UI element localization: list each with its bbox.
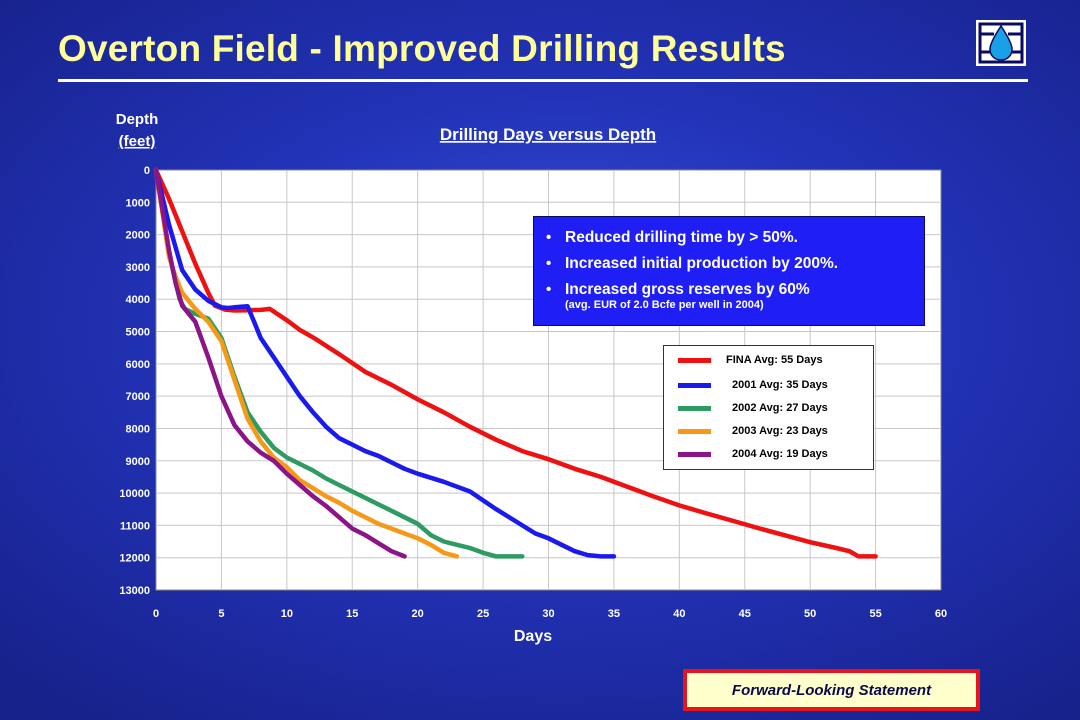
y-axis-label-line2: (feet) (119, 133, 156, 150)
y-tick-label: 3000 (126, 262, 150, 274)
results-callout: • Reduced drilling time by > 50%. • Increa… (533, 216, 925, 326)
legend-item: 2003 Avg: 23 Days (678, 421, 828, 441)
x-tick-label: 30 (542, 608, 554, 620)
y-tick-label: 2000 (126, 230, 150, 242)
slide-title: Overton Field - Improved Drilling Result… (58, 28, 786, 69)
y-tick-label: 0 (144, 165, 150, 177)
legend-item: 2004 Avg: 19 Days (678, 444, 828, 464)
x-axis-label: Days (514, 628, 552, 645)
water-drop-logo-icon (976, 20, 1026, 66)
chart-title: Drilling Days versus Depth (440, 125, 656, 144)
x-axis-ticks: 0 5 10 15 20 25 30 35 40 45 50 55 60 (153, 608, 947, 620)
x-tick-label: 25 (477, 608, 489, 620)
x-tick-label: 60 (935, 608, 947, 620)
x-tick-label: 40 (673, 608, 685, 620)
legend-swatch (678, 382, 711, 388)
y-tick-label: 1000 (126, 197, 150, 209)
y-axis-label-line1: Depth (116, 111, 159, 128)
x-tick-label: 35 (608, 608, 620, 620)
legend-item: FINA Avg: 55 Days (678, 350, 823, 370)
chart-legend: FINA Avg: 55 Days 2001 Avg: 35 Days 2002… (663, 345, 874, 470)
x-tick-label: 0 (153, 608, 159, 620)
callout-bullet: • Increased initial production by 200%. (546, 255, 839, 272)
x-tick-label: 5 (218, 608, 224, 620)
y-tick-label: 8000 (126, 423, 150, 435)
series-line (153, 167, 407, 559)
callout-bullet: • Increased gross reserves by 60% (546, 281, 810, 298)
x-tick-label: 10 (281, 608, 293, 620)
x-tick-label: 55 (869, 608, 881, 620)
y-tick-label: 6000 (126, 359, 150, 371)
y-tick-label: 5000 (126, 327, 150, 339)
y-tick-label: 7000 (126, 391, 150, 403)
y-axis-ticks: 0 1000 2000 3000 4000 5000 6000 7000 8000 9000 100… (119, 165, 150, 597)
x-tick-label: 15 (346, 608, 358, 620)
series-line (153, 167, 617, 559)
legend-swatch (678, 451, 711, 457)
y-tick-label: 13000 (119, 585, 150, 597)
legend-item: 2001 Avg: 35 Days (678, 375, 828, 395)
legend-swatch (678, 357, 711, 363)
y-tick-label: 9000 (126, 456, 150, 468)
forward-looking-statement: Forward-Looking Statement (683, 669, 980, 711)
y-tick-label: 10000 (119, 488, 150, 500)
legend-item: 2002 Avg: 27 Days (678, 398, 828, 418)
legend-swatch (678, 428, 711, 434)
y-tick-label: 11000 (120, 520, 150, 532)
y-tick-label: 4000 (126, 294, 150, 306)
x-tick-label: 20 (412, 608, 424, 620)
series-lines (153, 167, 878, 559)
title-divider (58, 79, 1028, 82)
x-tick-label: 50 (804, 608, 816, 620)
callout-bullet: • Reduced drilling time by > 50%. (546, 229, 798, 246)
x-tick-label: 45 (739, 608, 751, 620)
legend-swatch (678, 405, 711, 411)
series-line (153, 167, 460, 559)
callout-note: (avg. EUR of 2.0 Bcfe per well in 2004) (565, 299, 764, 311)
y-tick-label: 12000 (119, 553, 150, 565)
